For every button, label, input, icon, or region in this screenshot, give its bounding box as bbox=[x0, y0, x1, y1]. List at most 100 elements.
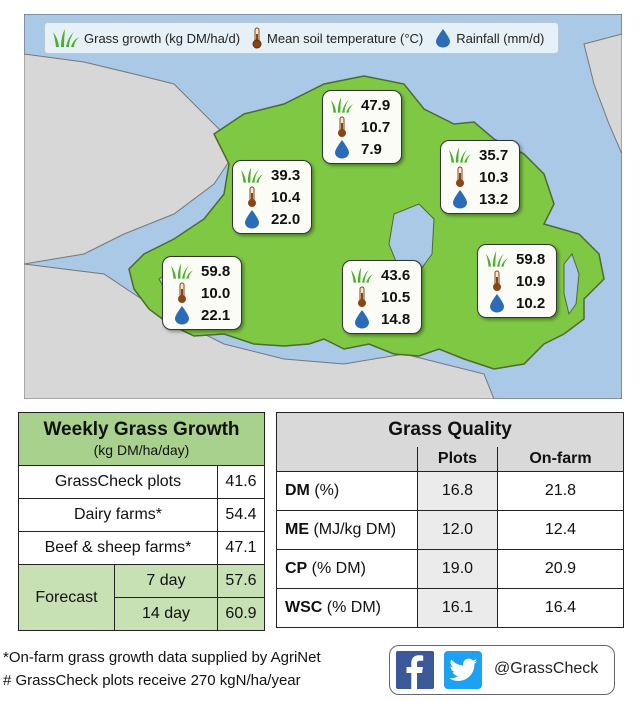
legend-soil: Mean soil temperature (°C) bbox=[252, 27, 423, 49]
raindrop-icon bbox=[452, 189, 468, 209]
rain-value: 10.2 bbox=[516, 295, 545, 312]
row-value: 47.1 bbox=[218, 532, 265, 565]
plots-value: 12.0 bbox=[418, 510, 498, 549]
soil-value: 10.9 bbox=[516, 273, 545, 290]
thermometer-icon bbox=[177, 282, 187, 304]
row-value: 54.4 bbox=[218, 499, 265, 532]
raindrop-icon bbox=[174, 305, 190, 325]
metric-unit: (%) bbox=[310, 482, 339, 499]
table-row: GrassCheck plots 41.6 bbox=[19, 466, 265, 499]
quality-col-plots: Plots bbox=[418, 447, 498, 471]
rain-value: 22.0 bbox=[271, 211, 300, 228]
raindrop-icon bbox=[244, 209, 260, 229]
weekly-growth-table: Weekly Grass Growth (kg DM/ha/day) Grass… bbox=[18, 412, 265, 631]
growth-table-header: Weekly Grass Growth (kg DM/ha/day) bbox=[19, 413, 265, 466]
metric-label: WSC (% DM) bbox=[277, 588, 418, 627]
footnote-grasscheck: # GrassCheck plots receive 270 kgN/ha/ye… bbox=[3, 672, 301, 689]
grass-value: 59.8 bbox=[201, 263, 230, 280]
region-box-north: 47.9 10.7 7.9 bbox=[322, 90, 402, 164]
rain-value: 14.8 bbox=[381, 311, 410, 328]
rain-value: 22.1 bbox=[201, 307, 230, 324]
grass-value: 47.9 bbox=[361, 97, 390, 114]
region-box-south-west: 59.8 10.0 22.1 bbox=[162, 256, 242, 330]
raindrop-icon bbox=[334, 139, 350, 159]
onfarm-value: 16.4 bbox=[497, 588, 623, 627]
grass-value: 59.8 bbox=[516, 251, 545, 268]
table-row: Beef & sheep farms* 47.1 bbox=[19, 532, 265, 565]
thermometer-icon bbox=[337, 116, 347, 138]
row-label: GrassCheck plots bbox=[19, 466, 218, 499]
table-row: DM (%) 16.8 21.8 bbox=[277, 471, 624, 510]
metric-abbr: ME bbox=[285, 521, 309, 538]
metric-label: CP (% DM) bbox=[277, 549, 418, 588]
table-row: Forecast 7 day 57.6 bbox=[19, 565, 265, 598]
thermometer-icon bbox=[357, 286, 367, 308]
metric-abbr: DM bbox=[285, 482, 310, 499]
plots-value: 16.1 bbox=[418, 588, 498, 627]
rain-value: 13.2 bbox=[479, 191, 508, 208]
grass-quality-table: Grass Quality Plots On-farm DM (%) 16.8 … bbox=[276, 412, 624, 628]
plots-value: 16.8 bbox=[418, 471, 498, 510]
map-graphic bbox=[24, 14, 622, 399]
metric-unit: (% DM) bbox=[322, 599, 381, 616]
metric-label: ME (MJ/kg DM) bbox=[277, 510, 418, 549]
table-row: ME (MJ/kg DM) 12.0 12.4 bbox=[277, 510, 624, 549]
forecast-label: Forecast bbox=[19, 565, 115, 631]
raindrop-icon bbox=[435, 28, 451, 48]
metric-label: DM (%) bbox=[277, 471, 418, 510]
thermometer-icon bbox=[492, 270, 502, 292]
onfarm-value: 21.8 bbox=[497, 471, 623, 510]
forecast-period: 7 day bbox=[115, 565, 218, 598]
soil-value: 10.4 bbox=[271, 189, 300, 206]
facebook-icon[interactable] bbox=[396, 651, 434, 689]
legend-soil-label: Mean soil temperature (°C) bbox=[267, 31, 423, 46]
grass-value: 39.3 bbox=[271, 167, 300, 184]
social-links: @GrassCheck bbox=[389, 645, 615, 695]
thermometer-icon bbox=[455, 166, 465, 188]
region-box-south-east: 59.8 10.9 10.2 bbox=[477, 244, 557, 318]
table-row: Dairy farms* 54.4 bbox=[19, 499, 265, 532]
grass-icon bbox=[171, 261, 193, 281]
grass-value: 43.6 bbox=[381, 267, 410, 284]
growth-table-title: Weekly Grass Growth bbox=[19, 419, 264, 442]
quality-col-onfarm: On-farm bbox=[497, 447, 623, 471]
raindrop-icon bbox=[354, 309, 370, 329]
region-box-west: 39.3 10.4 22.0 bbox=[232, 160, 312, 234]
regional-map bbox=[24, 14, 622, 399]
metric-abbr: WSC bbox=[285, 599, 322, 616]
twitter-icon[interactable] bbox=[444, 651, 482, 689]
twitter-handle[interactable]: @GrassCheck bbox=[494, 660, 598, 678]
onfarm-value: 12.4 bbox=[497, 510, 623, 549]
grass-icon bbox=[486, 249, 508, 269]
legend-grass: Grass growth (kg DM/ha/d) bbox=[53, 28, 240, 48]
soil-value: 10.7 bbox=[361, 119, 390, 136]
map-legend: Grass growth (kg DM/ha/d) Mean soil temp… bbox=[44, 22, 559, 54]
row-label: Dairy farms* bbox=[19, 499, 218, 532]
raindrop-icon bbox=[489, 293, 505, 313]
grass-icon bbox=[241, 165, 263, 185]
forecast-period: 14 day bbox=[115, 598, 218, 631]
region-box-north-east: 35.7 10.3 13.2 bbox=[440, 140, 520, 214]
soil-value: 10.5 bbox=[381, 289, 410, 306]
row-label: Beef & sheep farms* bbox=[19, 532, 218, 565]
table-row: WSC (% DM) 16.1 16.4 bbox=[277, 588, 624, 627]
legend-rain: Rainfall (mm/d) bbox=[435, 28, 544, 48]
plots-value: 19.0 bbox=[418, 549, 498, 588]
quality-table-title: Grass Quality bbox=[277, 413, 624, 448]
legend-grass-label: Grass growth (kg DM/ha/d) bbox=[84, 31, 240, 46]
grass-icon bbox=[331, 95, 353, 115]
growth-table-subtitle: (kg DM/ha/day) bbox=[19, 442, 264, 459]
grass-icon bbox=[351, 265, 373, 285]
grass-value: 35.7 bbox=[479, 147, 508, 164]
soil-value: 10.3 bbox=[479, 169, 508, 186]
forecast-value: 57.6 bbox=[218, 565, 265, 598]
metric-abbr: CP bbox=[285, 560, 307, 577]
thermometer-icon bbox=[247, 186, 257, 208]
row-value: 41.6 bbox=[218, 466, 265, 499]
table-row: CP (% DM) 19.0 20.9 bbox=[277, 549, 624, 588]
forecast-value: 60.9 bbox=[218, 598, 265, 631]
thermometer-icon bbox=[252, 27, 262, 49]
onfarm-value: 20.9 bbox=[497, 549, 623, 588]
metric-unit: (% DM) bbox=[307, 560, 366, 577]
rain-value: 7.9 bbox=[361, 141, 382, 158]
